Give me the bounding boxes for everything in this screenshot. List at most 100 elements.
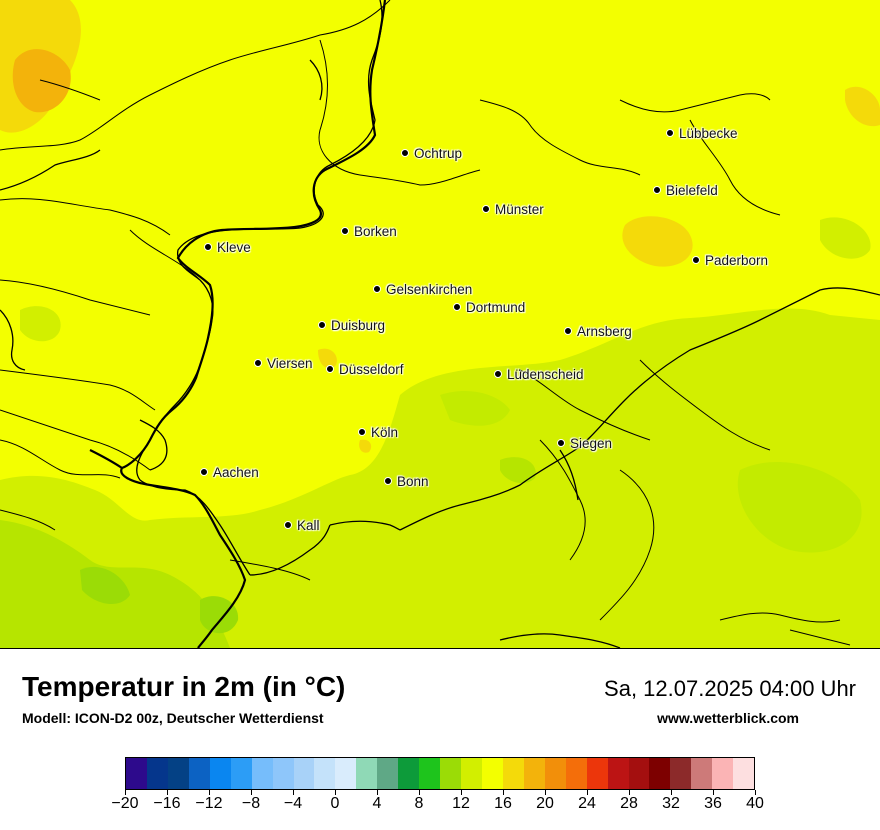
legend-tick-label: 20 xyxy=(536,795,554,812)
legend-color-cell xyxy=(230,758,252,789)
city-marker-icon xyxy=(401,149,409,158)
legend-color-cell xyxy=(544,758,566,789)
temperature-map: Lübbecke Ochtrup Bielefeld Münster Borke… xyxy=(0,0,880,649)
legend-tick-mark xyxy=(754,790,756,795)
city-arnsberg: Arnsberg xyxy=(564,324,632,340)
forecast-datetime: Sa, 12.07.2025 04:00 Uhr xyxy=(604,676,856,701)
city-bielefeld: Bielefeld xyxy=(653,183,718,199)
city-label: Borken xyxy=(354,224,397,239)
city-aachen: Aachen xyxy=(200,465,259,481)
city-marker-icon xyxy=(200,468,208,477)
city-label: Münster xyxy=(495,202,544,217)
legend-color-cell xyxy=(167,758,189,789)
legend-tick-label: −20 xyxy=(111,795,139,812)
legend-color-cell xyxy=(251,758,273,789)
city-label: Aachen xyxy=(213,465,259,480)
legend-color-cell xyxy=(670,758,692,789)
model-info: Modell: ICON-D2 00z, Deutscher Wetterdie… xyxy=(22,710,324,726)
city-koeln: Köln xyxy=(358,425,398,441)
city-siegen: Siegen xyxy=(557,436,612,452)
city-label: Siegen xyxy=(570,436,613,451)
legend-tick-mark xyxy=(670,790,672,795)
website-link[interactable]: www.wetterblick.com xyxy=(657,710,799,726)
legend-tick-mark xyxy=(250,790,252,795)
city-borken: Borken xyxy=(341,224,397,240)
city-marker-icon xyxy=(254,359,262,368)
city-marker-icon xyxy=(284,521,292,530)
city-viersen: Viersen xyxy=(254,356,313,372)
country-border xyxy=(89,0,387,648)
city-marker-icon xyxy=(564,327,572,336)
legend-tick-label: 32 xyxy=(662,795,680,812)
legend-tick-mark xyxy=(376,790,378,795)
legend-color-cell xyxy=(481,758,503,789)
city-duisburg: Duisburg xyxy=(318,318,385,334)
legend-color-cell xyxy=(565,758,587,789)
legend-tick-label: 28 xyxy=(620,795,638,812)
legend-tick-label: −12 xyxy=(195,795,223,812)
city-label: Bonn xyxy=(397,474,429,489)
legend-tick-label: 40 xyxy=(746,795,764,812)
city-kall: Kall xyxy=(284,518,320,534)
legend-color-cell xyxy=(335,758,357,789)
city-marker-icon xyxy=(666,129,674,138)
map-title: Temperatur in 2m (in °C) xyxy=(22,671,346,702)
city-label: Düsseldorf xyxy=(339,362,404,377)
legend-color-cell xyxy=(419,758,441,789)
legend-color-cell xyxy=(398,758,420,789)
city-label: Lübbecke xyxy=(679,126,738,141)
city-marker-icon xyxy=(326,365,334,374)
legend-color-cell xyxy=(607,758,629,789)
color-legend-ticks: −20 −16 −12 −8 −4 0 4 8 12 16 20 24 28 32 36 40 xyxy=(0,790,880,820)
city-label: Ochtrup xyxy=(414,146,463,161)
city-marker-icon xyxy=(482,205,490,214)
city-marker-icon xyxy=(494,370,502,379)
cool-patches xyxy=(0,217,880,648)
city-marker-icon xyxy=(358,428,366,437)
city-label: Arnsberg xyxy=(577,324,632,339)
city-gelsenkirchen: Gelsenkirchen xyxy=(373,282,472,298)
legend-tick-label: 36 xyxy=(704,795,722,812)
legend-color-cell xyxy=(377,758,399,789)
district-borders xyxy=(0,0,851,646)
color-legend-bar xyxy=(125,757,755,790)
legend-tick-mark xyxy=(502,790,504,795)
legend-color-cell xyxy=(586,758,608,789)
city-luedenscheid: Lüdenscheid xyxy=(494,367,584,383)
legend-color-cell xyxy=(209,758,231,789)
legend-color-cell xyxy=(461,758,482,789)
legend-tick-mark xyxy=(418,790,420,795)
legend-color-cell xyxy=(502,758,524,789)
city-label: Duisburg xyxy=(331,318,386,333)
city-muenster: Münster xyxy=(482,202,544,218)
legend-tick-label: 24 xyxy=(578,795,596,812)
legend-tick-label: −16 xyxy=(153,795,181,812)
legend-color-cell xyxy=(440,758,461,789)
legend-tick-mark xyxy=(628,790,630,795)
legend-tick-mark xyxy=(208,790,210,795)
legend-color-cell xyxy=(188,758,210,789)
city-label: Gelsenkirchen xyxy=(386,282,473,297)
legend-tick-mark xyxy=(334,790,336,795)
city-marker-icon xyxy=(692,256,700,265)
city-marker-icon xyxy=(204,243,212,252)
legend-tick-mark xyxy=(460,790,462,795)
legend-color-cell xyxy=(146,758,168,789)
legend-tick-label: 4 xyxy=(372,795,382,812)
city-ochtrup: Ochtrup xyxy=(401,146,462,162)
legend-color-cell xyxy=(523,758,545,789)
map-canvas xyxy=(0,0,880,648)
legend-tick-label: 12 xyxy=(452,795,470,812)
city-marker-icon xyxy=(341,227,349,236)
legend-tick-label: 0 xyxy=(330,795,340,812)
city-label: Viersen xyxy=(267,356,313,371)
legend-tick-label: 8 xyxy=(414,795,424,812)
city-marker-icon xyxy=(373,285,381,294)
legend-tick-mark xyxy=(586,790,588,795)
legend-tick-label: −8 xyxy=(241,795,261,812)
city-label: Dortmund xyxy=(466,300,526,315)
map-footer: Temperatur in 2m (in °C) Modell: ICON-D2… xyxy=(0,649,880,830)
city-label: Köln xyxy=(371,425,399,440)
city-label: Kall xyxy=(297,518,320,533)
legend-color-cell xyxy=(272,758,294,789)
